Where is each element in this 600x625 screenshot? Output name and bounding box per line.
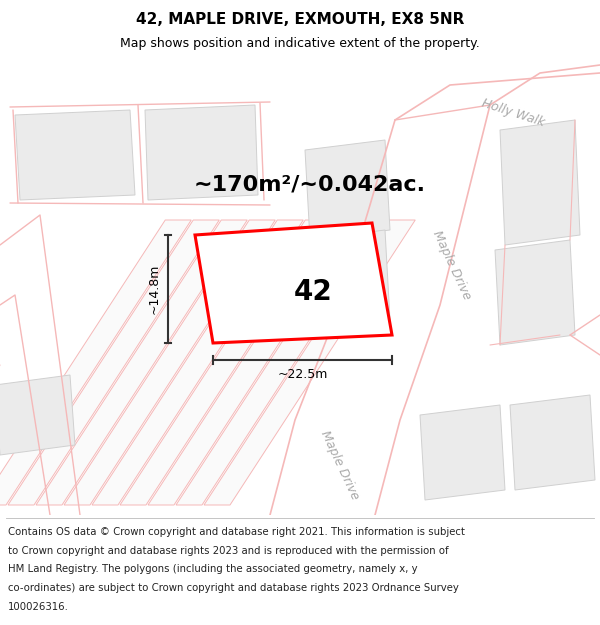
Polygon shape [145, 105, 258, 200]
Polygon shape [510, 395, 595, 490]
Polygon shape [204, 220, 415, 505]
Text: Maple Drive: Maple Drive [318, 428, 362, 502]
Polygon shape [15, 110, 135, 200]
Polygon shape [148, 220, 359, 505]
Text: Holly Walk: Holly Walk [480, 97, 546, 129]
Text: 42: 42 [293, 278, 332, 306]
Polygon shape [0, 220, 191, 505]
Polygon shape [36, 220, 247, 505]
Polygon shape [64, 220, 275, 505]
Text: to Crown copyright and database rights 2023 and is reproduced with the permissio: to Crown copyright and database rights 2… [8, 546, 448, 556]
Polygon shape [305, 140, 390, 240]
Polygon shape [120, 220, 331, 505]
Polygon shape [8, 220, 219, 505]
Text: Maple Drive: Maple Drive [430, 228, 474, 302]
Text: 42, MAPLE DRIVE, EXMOUTH, EX8 5NR: 42, MAPLE DRIVE, EXMOUTH, EX8 5NR [136, 12, 464, 27]
Text: ~22.5m: ~22.5m [277, 368, 328, 381]
Polygon shape [420, 405, 505, 500]
Text: ~14.8m: ~14.8m [148, 264, 161, 314]
Text: co-ordinates) are subject to Crown copyright and database rights 2023 Ordnance S: co-ordinates) are subject to Crown copyr… [8, 583, 458, 593]
Text: Map shows position and indicative extent of the property.: Map shows position and indicative extent… [120, 38, 480, 51]
Polygon shape [305, 230, 390, 325]
Polygon shape [176, 220, 387, 505]
Text: HM Land Registry. The polygons (including the associated geometry, namely x, y: HM Land Registry. The polygons (includin… [8, 564, 418, 574]
Text: Contains OS data © Crown copyright and database right 2021. This information is : Contains OS data © Crown copyright and d… [8, 527, 465, 537]
Text: ~170m²/~0.042ac.: ~170m²/~0.042ac. [194, 175, 426, 195]
Polygon shape [92, 220, 303, 505]
Text: 100026316.: 100026316. [8, 602, 68, 612]
Polygon shape [195, 223, 392, 343]
Polygon shape [500, 120, 580, 245]
Polygon shape [0, 375, 75, 455]
Polygon shape [495, 240, 575, 345]
